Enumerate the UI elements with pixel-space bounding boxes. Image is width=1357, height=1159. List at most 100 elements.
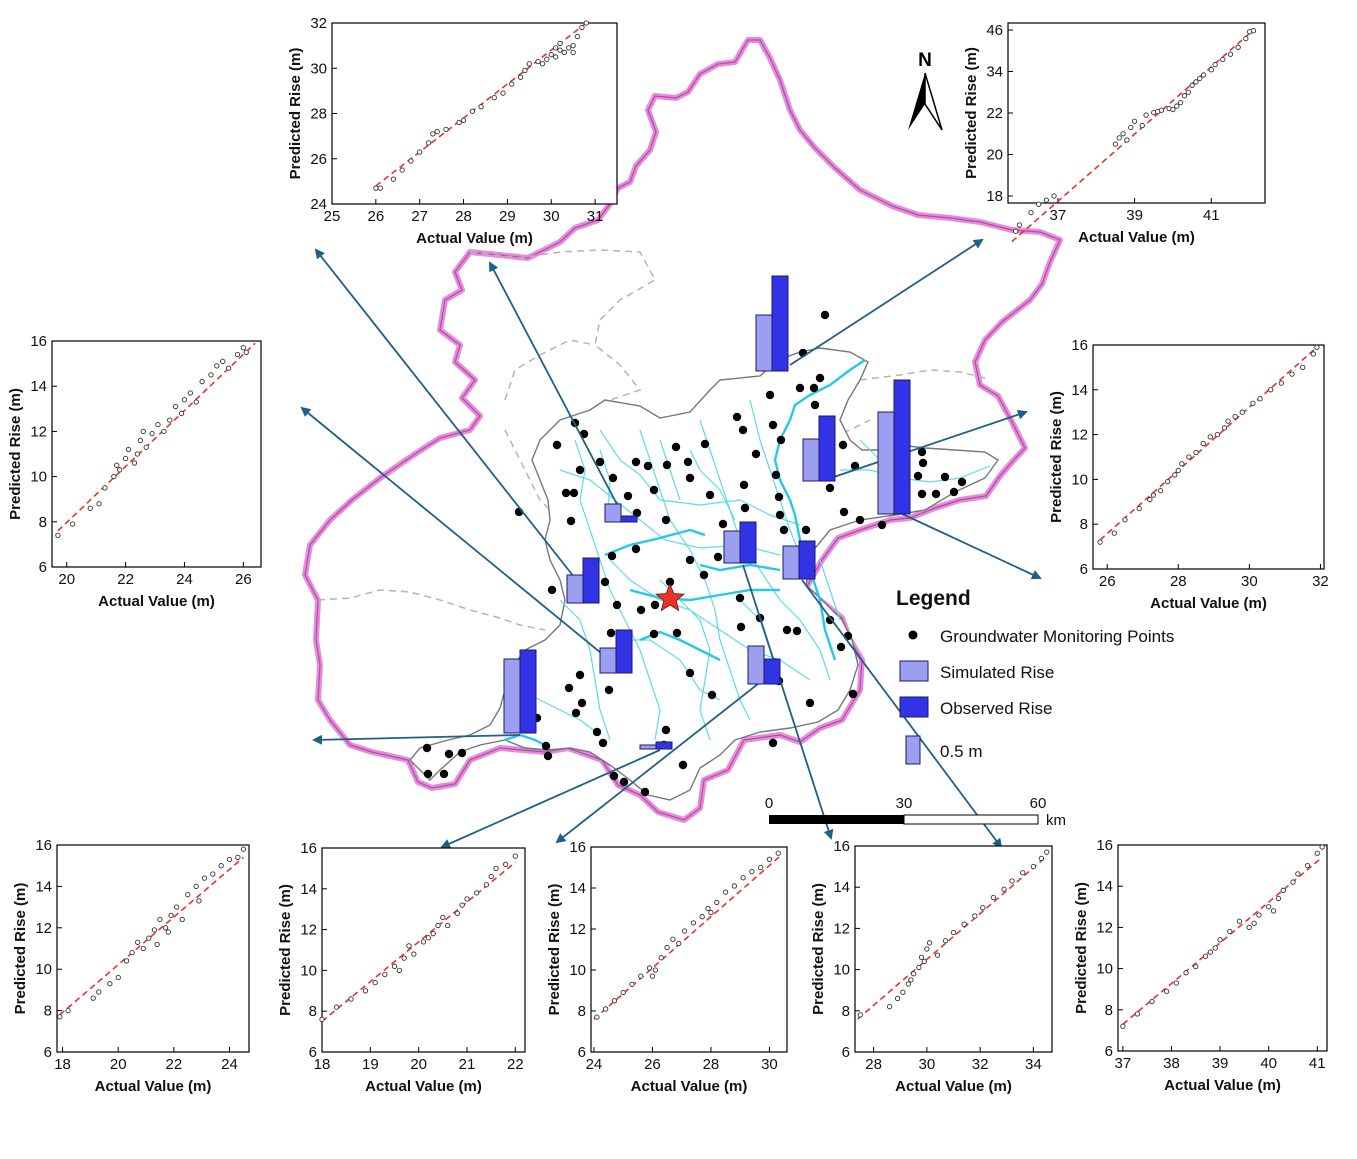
data-point [1136,505,1142,512]
x-tick-label: 30 [1241,573,1258,590]
data-point [185,892,191,898]
x-tick-label: 37 [1050,207,1067,224]
x-tick-label: 20 [410,1056,427,1073]
data-point [1158,107,1165,113]
data-point [137,437,143,444]
data-point [420,939,427,945]
data-point [916,964,922,971]
data-point [1111,530,1117,536]
data-point [1268,387,1274,393]
data-point [129,949,135,956]
y-tick-label: 6 [578,1044,586,1061]
data-point [372,979,378,986]
y-tick-label: 8 [44,1003,52,1020]
x-tick-label: 31 [587,208,604,225]
data-point [478,104,484,110]
scale-tick-0: 0 [765,795,773,812]
data-point [155,421,161,428]
data-point [574,33,581,40]
data-point [1280,887,1286,893]
data-point [918,954,925,960]
data-point [1295,871,1301,877]
y-tick-label: 12 [30,423,47,440]
fit-line [1099,346,1318,541]
data-point [107,981,113,987]
data-point [406,943,412,949]
north-arrow-icon: N [908,50,943,131]
y-tick-label: 28 [310,106,327,123]
data-point [411,951,417,957]
data-point [1043,197,1050,203]
y-tick-label: 24 [310,196,327,213]
data-point [1147,496,1153,503]
data-point [399,167,405,173]
data-point [225,365,232,371]
data-point [517,74,524,80]
data-point [1020,870,1026,876]
x-tick-label: 28 [865,1056,882,1073]
data-point [1314,850,1320,856]
data-point [162,925,169,931]
data-point [117,467,123,473]
data-point [579,24,585,31]
data-point [908,977,914,983]
x-tick-label: 26 [1099,573,1116,590]
data-point [611,998,618,1004]
scale-bar: 0 30 60 km [765,795,1066,829]
legend-simulated: Simulated Rise [940,663,1054,682]
data-point [934,952,941,958]
data-point [544,56,550,62]
data-point [491,95,497,101]
data-point [1149,998,1155,1005]
scale-tick-60: 60 [1030,795,1047,812]
x-axis-label: Actual Value (m) [631,1078,748,1095]
scatter-plot-3: 20 22 24 26 6 8 10 12 14 16 Actual Value (m) Predic… [7,333,262,610]
plot-frame [1092,344,1325,570]
data-point [1310,351,1316,357]
fit-line [1122,856,1323,1025]
data-point [382,971,388,978]
data-point [708,909,714,916]
y-axis-label: Predicted Rise (m) [277,884,294,1016]
scatter-plot-1: 25 26 27 28 29 30 31 24 26 28 30 32 Actual Value (m)… [287,15,618,247]
data-point [174,904,180,910]
data-point [924,946,930,952]
data-point [443,126,449,132]
data-point [714,899,720,905]
data-point [1097,539,1103,545]
x-axis-label: Actual Value (m) [95,1078,212,1095]
data-point [1319,844,1325,850]
data-point [187,390,194,396]
y-tick-label: 8 [1080,516,1088,533]
data-point [522,67,528,74]
data-point [87,505,93,511]
data-point [886,1004,893,1010]
data-point [500,90,506,96]
data-point [1243,35,1249,42]
x-axis-label: Actual Value (m) [416,230,533,247]
fit-line [57,342,256,532]
data-point [210,871,216,877]
y-axis-label: Predicted Rise (m) [1073,882,1090,1014]
x-tick-label: 27 [411,208,428,225]
data-point [1257,396,1263,402]
data-point [1197,75,1203,82]
y-axis-label: Predicted Rise (m) [287,48,304,180]
data-point [1164,478,1171,485]
data-point [181,397,188,403]
data-point [1207,434,1213,440]
x-tick-label: 30 [761,1056,778,1073]
y-tick-label: 16 [30,333,47,350]
data-point [1013,228,1019,234]
data-point [894,995,901,1002]
data-point [1193,963,1199,970]
data-point [570,49,576,56]
x-tick-label: 28 [455,208,472,225]
data-point [469,108,475,114]
y-tick-label: 32 [310,15,327,32]
x-tick-label: 39 [1212,1055,1229,1072]
data-point [1001,886,1007,892]
y-tick-label: 6 [842,1044,850,1061]
data-point [151,927,158,933]
scatter-plot-5: 18 20 22 24 6 8 10 12 14 16 Actual Value (m) Predic… [12,837,250,1095]
